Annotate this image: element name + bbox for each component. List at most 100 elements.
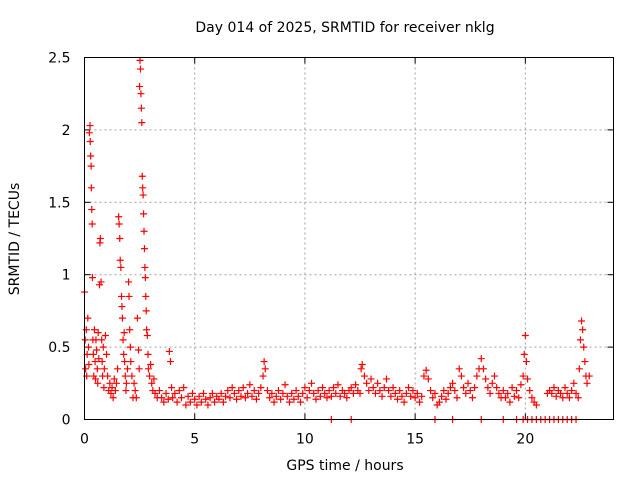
data-point xyxy=(462,389,470,397)
data-point xyxy=(117,263,125,271)
data-point xyxy=(96,235,104,242)
data-point xyxy=(146,372,154,380)
data-point xyxy=(93,346,101,354)
data-point xyxy=(158,394,166,402)
data-point xyxy=(118,303,126,311)
data-point xyxy=(94,379,102,387)
data-point xyxy=(396,387,404,395)
data-point xyxy=(139,184,147,192)
data-point xyxy=(255,389,263,397)
data-point xyxy=(86,122,94,130)
data-point xyxy=(455,365,463,373)
data-point xyxy=(250,387,258,395)
data-point xyxy=(513,387,521,395)
data-point xyxy=(87,152,95,160)
data-point xyxy=(484,384,492,392)
data-point xyxy=(330,384,338,392)
data-point xyxy=(429,394,437,402)
data-point xyxy=(321,389,329,397)
data-point xyxy=(144,365,152,373)
data-point xyxy=(363,379,371,387)
data-point xyxy=(548,389,556,397)
data-point xyxy=(508,384,516,392)
data-point xyxy=(107,389,115,397)
data-point xyxy=(274,387,282,395)
data-point xyxy=(136,65,144,73)
data-point xyxy=(115,220,123,228)
data-point xyxy=(160,398,168,406)
data-point xyxy=(182,401,190,409)
data-point xyxy=(100,384,108,392)
data-point xyxy=(139,191,147,199)
data-point xyxy=(515,394,523,402)
data-point xyxy=(473,372,481,380)
data-point xyxy=(122,379,130,387)
data-point xyxy=(135,365,143,373)
data-point xyxy=(98,358,106,366)
data-point xyxy=(285,398,293,406)
data-point xyxy=(479,365,487,373)
data-point xyxy=(244,389,252,397)
data-point xyxy=(578,317,586,325)
data-point xyxy=(374,379,382,387)
data-point xyxy=(118,292,126,300)
data-point xyxy=(92,375,100,383)
data-point xyxy=(259,372,267,380)
data-point xyxy=(237,392,245,400)
data-point xyxy=(457,372,465,380)
data-point xyxy=(144,350,152,358)
data-point xyxy=(224,387,232,395)
data-point xyxy=(552,392,560,400)
data-point xyxy=(312,395,320,403)
data-point xyxy=(121,358,129,366)
y-tick-label: 2.5 xyxy=(48,51,70,67)
data-point xyxy=(143,332,151,340)
data-point xyxy=(186,398,194,406)
data-point xyxy=(126,326,134,334)
data-point xyxy=(358,360,366,368)
data-point xyxy=(252,395,260,403)
data-point xyxy=(574,394,582,402)
data-point xyxy=(97,278,105,286)
data-point xyxy=(579,326,587,334)
data-point xyxy=(314,387,322,395)
data-point xyxy=(222,392,230,400)
data-point xyxy=(169,394,177,402)
data-point xyxy=(420,372,428,380)
data-point xyxy=(438,392,446,400)
data-point xyxy=(118,314,126,322)
data-point xyxy=(356,389,364,397)
data-point xyxy=(422,366,430,374)
data-point xyxy=(86,137,94,145)
data-point xyxy=(581,358,589,366)
data-point xyxy=(371,389,379,397)
data-point xyxy=(109,394,117,402)
x-tick-label: 20 xyxy=(516,432,534,448)
data-point xyxy=(88,220,96,228)
data-point xyxy=(570,379,578,387)
data-point xyxy=(301,384,309,392)
data-point xyxy=(133,314,141,322)
data-point xyxy=(208,389,216,397)
data-point xyxy=(143,326,151,334)
data-point xyxy=(93,365,101,373)
data-point xyxy=(103,350,111,358)
data-point xyxy=(202,395,210,403)
data-point xyxy=(215,395,223,403)
data-point xyxy=(230,389,238,397)
data-point xyxy=(246,381,254,389)
data-point xyxy=(204,401,212,409)
data-point xyxy=(87,184,95,192)
data-point xyxy=(416,398,424,406)
data-point xyxy=(349,389,357,397)
data-point xyxy=(378,392,386,400)
data-point xyxy=(100,365,108,373)
data-point xyxy=(343,394,351,402)
data-point xyxy=(576,336,584,344)
data-point xyxy=(98,336,106,344)
data-point xyxy=(138,119,146,127)
data-point xyxy=(327,392,335,400)
data-point xyxy=(526,387,534,395)
data-point xyxy=(132,394,140,402)
data-point xyxy=(94,329,102,337)
